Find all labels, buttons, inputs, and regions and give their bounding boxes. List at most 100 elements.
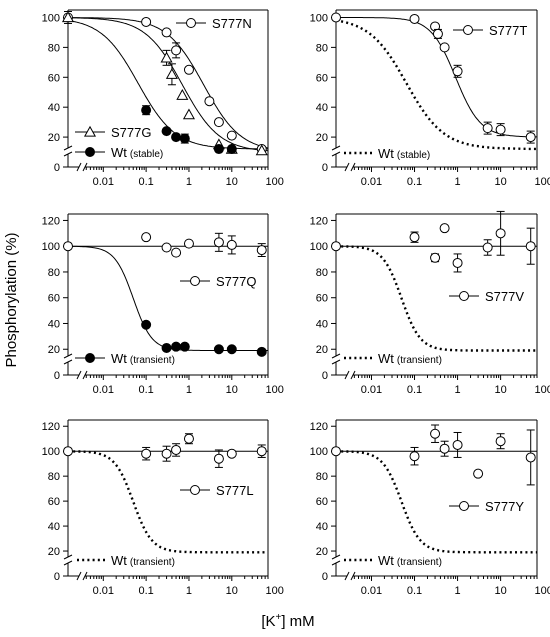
legend-entry-s777l: S777L [180,483,254,498]
y-axis-label: Phosphorylation (%) [3,232,20,367]
reference-curve-wt [336,19,537,151]
open-circle-marker [525,132,536,143]
x-tick-label: 10 [226,384,238,396]
open-circle-marker [495,124,506,135]
series-wt [141,105,237,155]
open-circle-marker [409,232,420,243]
panel-s777n: 0 20 40 60 80 100 0.01 0.1 1 10 100 S777N S777G Wt (st… [42,9,284,188]
open-circle-marker [213,237,224,248]
filled-circle-marker [161,126,172,137]
y-tick-label: 80 [48,267,60,279]
legend-label: S777Q [216,274,256,289]
y-tick-label: 120 [42,215,60,227]
legend-label: Wt (transient) [378,553,442,568]
x-axis-break-mark [76,571,82,581]
y-axis-break-mark [63,554,73,560]
open-circle-marker [409,451,420,462]
series-s777l [63,433,267,468]
y-tick-label: 40 [316,102,328,114]
open-circle-marker [183,433,194,444]
series-s777y [331,424,536,486]
x-axis-break-mark [82,162,88,172]
y-tick-label: 80 [316,42,328,54]
x-axis-break-mark [344,370,350,380]
y-axis-break-mark [331,359,341,365]
legend-entry-s777v: S777V [449,289,524,304]
y-axis-break-mark [63,151,73,157]
filled-circle-marker [179,341,190,352]
y-tick-label: 60 [316,496,328,508]
filled-circle-marker [171,132,182,143]
legend-entry-wt: Wt (stable) [75,145,163,160]
open-circle-marker [495,436,506,447]
legend-sublabel: (stable) [130,149,163,160]
x-tick-label: 10 [494,585,506,597]
series-s777q [63,232,267,258]
open-circle-marker [256,245,267,256]
y-tick-label: 120 [42,421,60,433]
x-tick-label: 0.01 [361,176,382,188]
y-tick-label: 0 [54,162,60,174]
fit-curve-wt [68,245,268,351]
legend-entry-wt: Wt (transient) [77,553,175,568]
x-tick-label: 0.1 [138,585,153,597]
triangle-marker [160,51,173,63]
y-axis-break-mark [63,359,73,365]
open-circle-marker [473,468,484,479]
open-circle-marker [430,428,441,439]
x-tick-label: 0.1 [138,384,153,396]
y-tick-label: 40 [48,318,60,330]
x-axis-break-mark [344,571,350,581]
open-circle-marker [204,96,215,107]
open-circle-marker [190,485,200,495]
legend-sublabel: (transient) [397,355,442,366]
open-circle-marker [213,117,224,128]
y-tick-label: 20 [48,546,60,558]
filled-circle-marker [85,147,95,157]
y-tick-label: 60 [48,72,60,84]
panel-s777t: 0 20 40 60 80 100 0.01 0.1 1 10 100 S777T Wt (stable) [310,9,550,188]
open-circle-marker [141,16,152,27]
x-tick-label: 1 [186,176,192,188]
legend-entry-s777t: S777T [453,23,527,38]
y-tick-label: 0 [54,370,60,382]
y-tick-label: 20 [48,344,60,356]
legend-entry-wt: Wt (transient) [75,351,175,366]
y-axis-break-mark [331,554,341,560]
legend-entry-s777y: S777Y [449,499,524,514]
open-circle-marker [432,28,443,39]
open-circle-marker [161,448,172,459]
open-circle-marker [525,241,536,252]
open-circle-marker [141,232,152,243]
x-tick-label: 0.1 [407,384,422,396]
y-axis-break-mark [331,560,341,566]
legend-label: S777Y [485,499,524,514]
y-tick-label: 0 [322,370,328,382]
y-tick-label: 100 [42,446,60,458]
legend-label: Wt (transient) [111,553,175,568]
filled-circle-marker [256,346,267,357]
open-circle-marker [63,446,73,457]
x-tick-label: 0.01 [93,176,114,188]
legend-entry-wt: Wt (transient) [344,553,442,568]
open-circle-marker [141,448,152,459]
filled-circle-marker [141,105,152,116]
y-axis-break-mark [63,145,73,151]
open-circle-marker [430,252,441,263]
legend-label: S777N [212,16,252,31]
x-tick-label: 100 [534,384,550,396]
filled-circle-marker [171,341,182,352]
x-axis-label-prefix: [K [261,613,275,630]
x-tick-label: 1 [186,384,192,396]
filled-circle-marker [179,133,190,144]
y-axis-break-mark [63,353,73,359]
x-tick-label: 0.01 [361,585,382,597]
y-tick-label: 0 [322,571,328,583]
legend-label: S777V [485,289,524,304]
open-circle-marker [439,42,450,53]
legend-label: Wt (stable) [378,146,430,161]
x-tick-label: 0.01 [361,384,382,396]
y-tick-label: 80 [48,471,60,483]
x-tick-label: 0.1 [407,176,422,188]
open-circle-marker [171,45,182,56]
